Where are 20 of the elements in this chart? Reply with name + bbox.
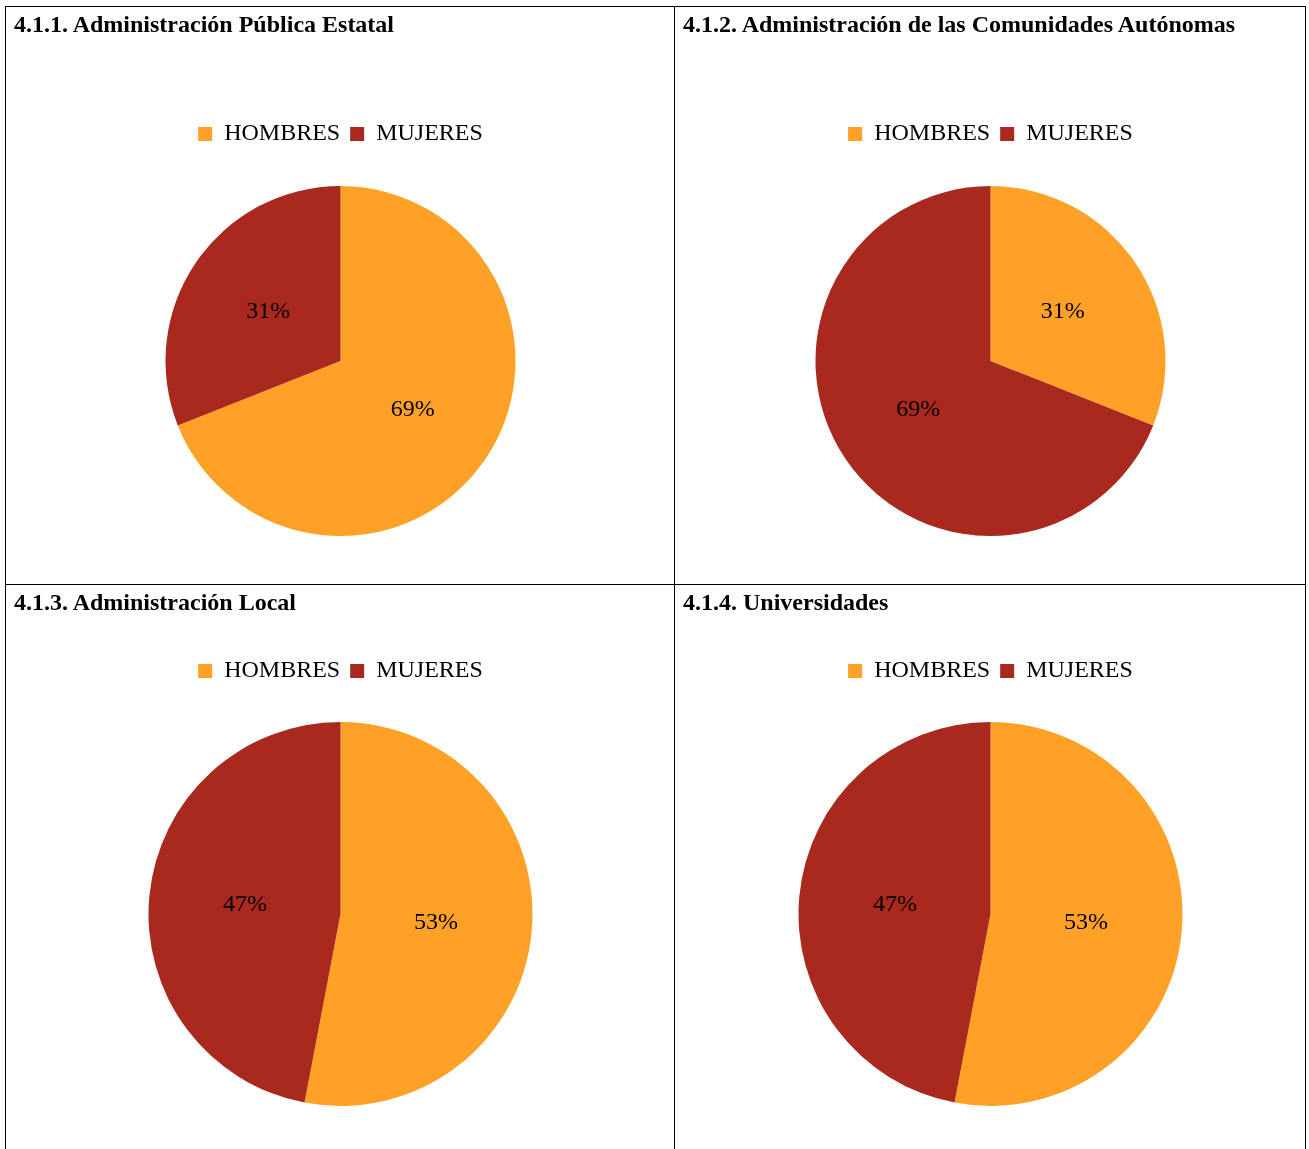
chart-title: 4.1.2. Administración de las Comunidades Autónomas <box>683 11 1236 38</box>
data-label: 53% <box>1064 908 1109 935</box>
data-label: 53% <box>414 908 459 935</box>
data-label: 31% <box>1040 297 1085 324</box>
legend-label: HOMBRES <box>224 656 341 683</box>
legend-label: HOMBRES <box>224 119 341 146</box>
legend-label: HOMBRES <box>874 656 991 683</box>
legend-label: HOMBRES <box>874 119 991 146</box>
data-label: 47% <box>222 890 267 917</box>
legend-label: MUJERES <box>1026 119 1133 146</box>
legend-label: MUJERES <box>376 656 483 683</box>
legend-label: MUJERES <box>1026 656 1133 683</box>
data-label: 69% <box>390 395 435 422</box>
data-label: 69% <box>896 395 941 422</box>
legend-label: MUJERES <box>376 119 483 146</box>
chart-title: 4.1.4. Universidades <box>683 589 889 616</box>
chart-title: 4.1.1. Administración Pública Estatal <box>14 11 395 38</box>
data-label: 47% <box>872 890 917 917</box>
chart-title: 4.1.3. Administración Local <box>14 589 297 616</box>
data-label: 31% <box>246 297 291 324</box>
